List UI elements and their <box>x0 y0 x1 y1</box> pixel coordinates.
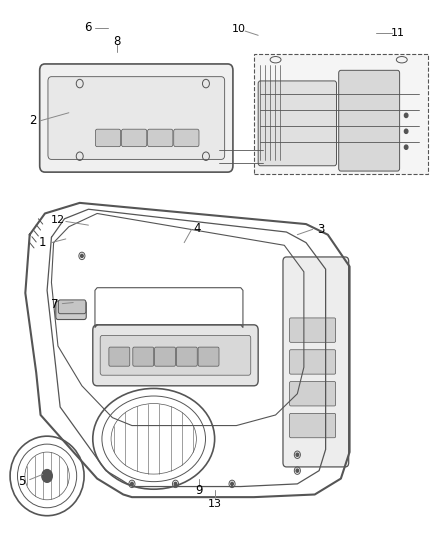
Text: 9: 9 <box>196 484 203 497</box>
FancyBboxPatch shape <box>290 350 336 374</box>
FancyBboxPatch shape <box>290 382 336 406</box>
FancyBboxPatch shape <box>254 54 428 174</box>
FancyBboxPatch shape <box>40 64 233 172</box>
FancyBboxPatch shape <box>95 129 120 147</box>
Text: 13: 13 <box>208 498 222 508</box>
Circle shape <box>231 482 233 486</box>
Text: 2: 2 <box>29 114 36 127</box>
FancyBboxPatch shape <box>58 300 86 314</box>
Text: 6: 6 <box>84 21 91 35</box>
Text: 8: 8 <box>113 35 120 47</box>
FancyBboxPatch shape <box>258 81 336 166</box>
FancyBboxPatch shape <box>56 301 86 319</box>
Text: 12: 12 <box>51 215 65 225</box>
Text: 10: 10 <box>232 24 246 34</box>
FancyBboxPatch shape <box>174 129 199 147</box>
Text: 7: 7 <box>51 298 58 311</box>
Text: 4: 4 <box>194 222 201 235</box>
FancyBboxPatch shape <box>290 414 336 438</box>
FancyBboxPatch shape <box>339 70 399 171</box>
FancyBboxPatch shape <box>155 347 176 366</box>
Circle shape <box>131 482 133 486</box>
FancyBboxPatch shape <box>100 335 251 375</box>
Circle shape <box>296 453 299 456</box>
Text: 5: 5 <box>18 475 26 488</box>
FancyBboxPatch shape <box>148 129 173 147</box>
FancyBboxPatch shape <box>121 129 147 147</box>
Text: 3: 3 <box>317 223 324 236</box>
Circle shape <box>174 482 177 486</box>
Text: 11: 11 <box>391 28 405 38</box>
Circle shape <box>81 254 83 257</box>
Circle shape <box>42 470 52 482</box>
FancyBboxPatch shape <box>48 77 225 159</box>
FancyBboxPatch shape <box>93 325 258 386</box>
FancyBboxPatch shape <box>198 347 219 366</box>
Circle shape <box>296 469 299 472</box>
FancyBboxPatch shape <box>133 347 154 366</box>
Text: 1: 1 <box>39 236 46 249</box>
FancyBboxPatch shape <box>109 347 130 366</box>
Circle shape <box>404 145 408 149</box>
FancyBboxPatch shape <box>290 318 336 342</box>
Circle shape <box>404 129 408 133</box>
FancyBboxPatch shape <box>283 257 349 467</box>
FancyBboxPatch shape <box>177 347 197 366</box>
Circle shape <box>404 114 408 117</box>
